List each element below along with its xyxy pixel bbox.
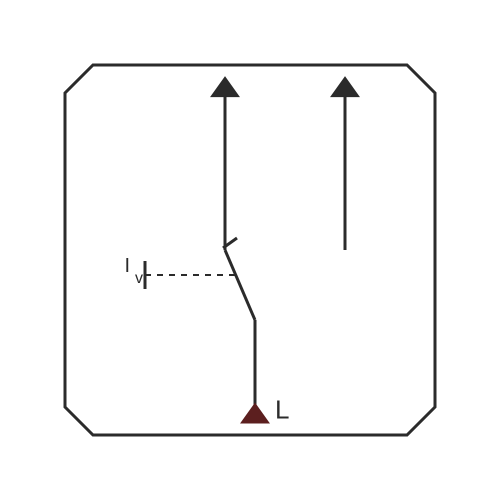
schematic-diagram: Iv L — [25, 25, 475, 475]
output-arrow-right-head — [331, 77, 359, 97]
switch-arm — [225, 250, 255, 320]
schematic-svg: Iv L — [25, 25, 475, 475]
label-l: L — [275, 395, 289, 425]
label-i: I — [124, 255, 130, 277]
input-arrow-head — [241, 403, 269, 423]
label-v: v — [135, 270, 143, 287]
output-arrow-left-head — [211, 77, 239, 97]
frame-octagon — [65, 65, 435, 435]
